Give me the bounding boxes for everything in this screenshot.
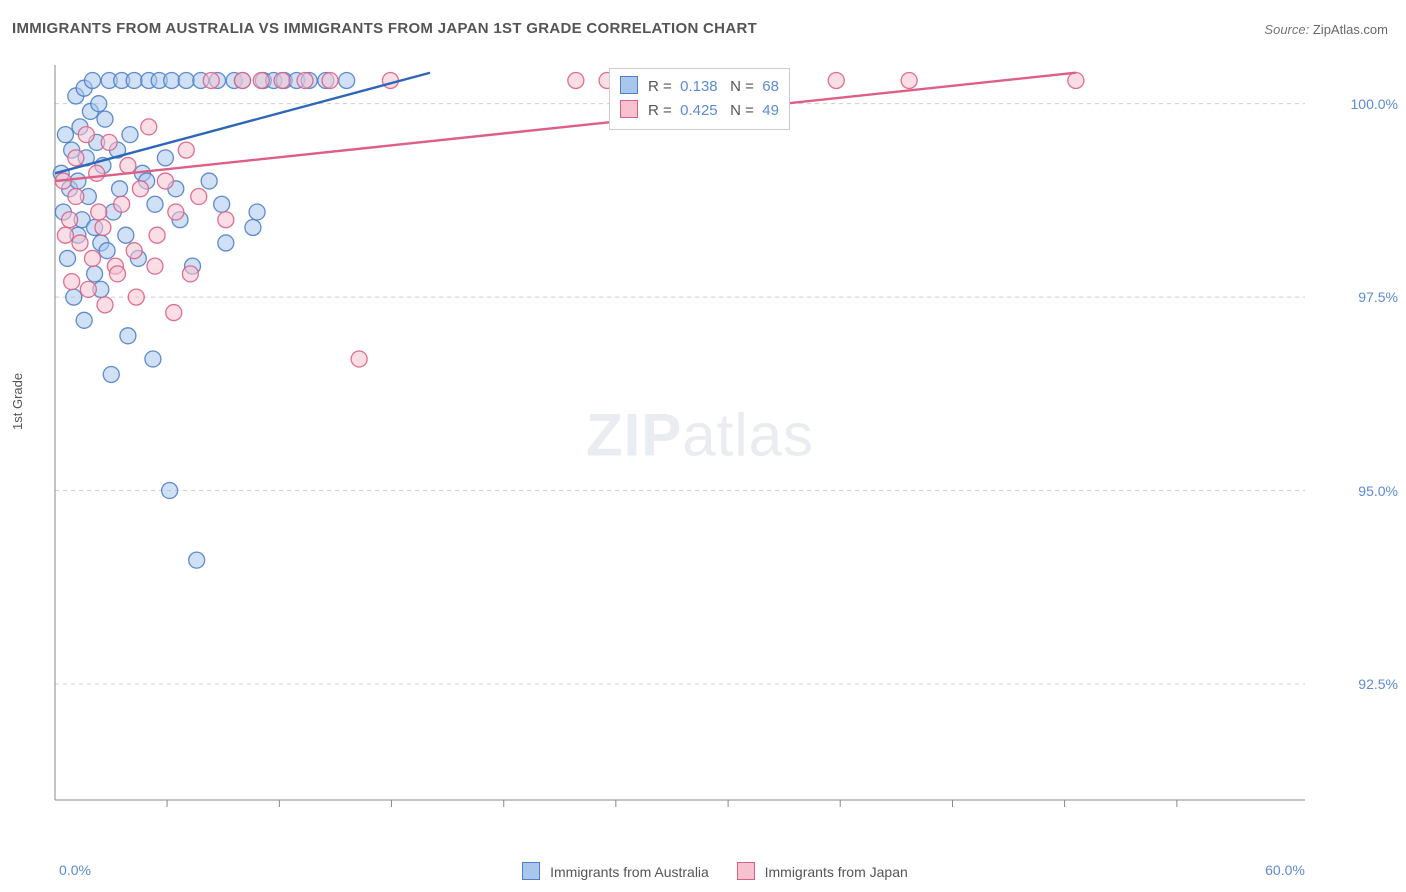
source-attribution: Source: ZipAtlas.com [1264,22,1388,37]
stat-row: R = 0.138 N = 68 [620,75,779,99]
legend-swatch-australia [522,862,540,880]
source-value: ZipAtlas.com [1313,22,1388,37]
legend-label-australia: Immigrants from Australia [550,864,709,880]
y-tick-label: 92.5% [1358,676,1398,692]
watermark: ZIPatlas [586,401,814,470]
source-label: Source: [1264,22,1309,37]
y-tick-label: 100.0% [1351,96,1398,112]
scatter-chart: ZIPatlas R = 0.138 N = 68R = 0.425 N = 4… [50,60,1350,810]
chart-title: IMMIGRANTS FROM AUSTRALIA VS IMMIGRANTS … [12,20,757,37]
x-tick-label: 60.0% [1265,862,1305,878]
y-tick-label: 97.5% [1358,289,1398,305]
y-tick-label: 95.0% [1358,483,1398,499]
correlation-stats-box: R = 0.138 N = 68R = 0.425 N = 49 [609,68,790,130]
legend-label-japan: Immigrants from Japan [765,864,908,880]
legend-swatch-japan [737,862,755,880]
y-axis-label: 1st Grade [10,373,25,430]
watermark-atlas: atlas [682,402,814,469]
bottom-legend: Immigrants from Australia Immigrants fro… [0,862,1406,880]
watermark-zip: ZIP [586,402,682,469]
x-tick-label: 0.0% [59,862,91,878]
stat-row: R = 0.425 N = 49 [620,99,779,123]
